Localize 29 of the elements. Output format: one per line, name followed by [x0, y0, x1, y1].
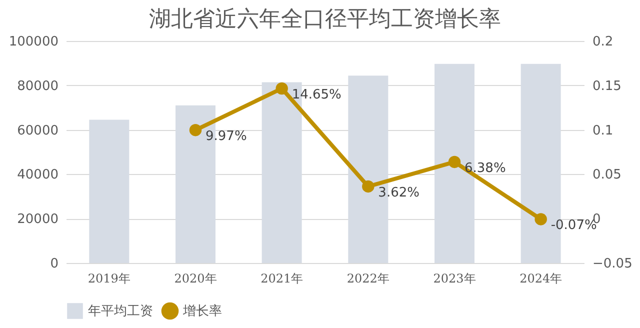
- data-label: 9.97%: [206, 129, 247, 144]
- point: [362, 180, 374, 193]
- x-tick-label: 2021年: [260, 272, 304, 286]
- y2-tick-label: 0.2: [592, 34, 614, 50]
- point: [534, 213, 547, 226]
- y-tick-label: 20000: [17, 212, 58, 228]
- legend-label: 年平均工资: [88, 304, 153, 319]
- y-tick-label: 100000: [8, 34, 58, 50]
- point: [276, 82, 288, 95]
- chart-title: 湖北省近六年全口径平均工资增长率: [149, 7, 501, 32]
- x-tick-label: 2023年: [433, 272, 476, 286]
- y2-tick-label: 0.15: [592, 78, 622, 94]
- point: [189, 124, 202, 136]
- point: [448, 156, 461, 168]
- x-tick-label: 2019年: [88, 272, 130, 286]
- y2-tick-label: −0.05: [592, 256, 632, 272]
- x-tick-label: 2024年: [520, 272, 562, 286]
- data-label: 6.38%: [464, 160, 506, 176]
- y2-tick-label: 0.05: [592, 168, 622, 183]
- y-tick-label: 60000: [17, 123, 58, 138]
- y-tick-label: 0: [50, 256, 58, 272]
- legend-label: 增长率: [182, 303, 222, 319]
- data-label: 3.62%: [378, 185, 420, 200]
- y-tick-label: 40000: [17, 168, 58, 183]
- y-tick-label: 80000: [17, 78, 58, 94]
- y2-tick-label: 0.1: [592, 123, 614, 138]
- data-label: 14.65%: [292, 88, 342, 103]
- x-tick-label: 2020年: [174, 272, 217, 286]
- x-tick-label: 2022年: [346, 272, 390, 286]
